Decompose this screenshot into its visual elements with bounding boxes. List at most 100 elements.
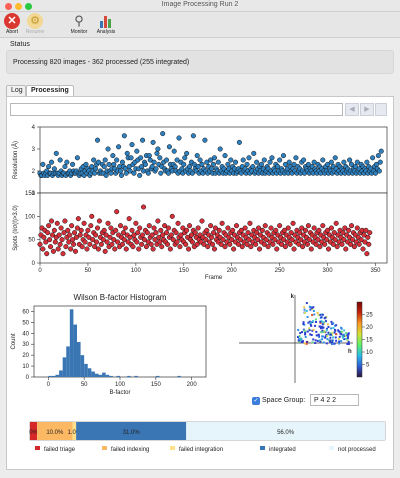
status-section-label: Status	[10, 41, 30, 48]
data-point	[197, 157, 203, 163]
data-point	[144, 230, 150, 236]
heatmap-cell	[304, 335, 307, 338]
data-point	[79, 244, 85, 250]
heatmap-cell	[305, 341, 308, 344]
x-tick-label: 250	[275, 268, 286, 274]
data-point	[269, 155, 275, 161]
status-box: Processing 820 images - 362 processed (2…	[6, 50, 394, 74]
heatmap-cell	[337, 337, 340, 340]
tab-processing[interactable]: Processing	[26, 85, 74, 96]
data-point	[134, 239, 140, 245]
analysis-button[interactable]: Analysis	[93, 13, 119, 35]
data-point	[121, 133, 127, 139]
histogram-bar	[77, 342, 81, 377]
data-point	[320, 223, 326, 229]
heatmap-cell	[340, 330, 343, 333]
data-point	[204, 159, 210, 165]
data-point	[293, 155, 299, 161]
data-point	[297, 230, 303, 236]
data-point	[117, 223, 124, 229]
data-point	[68, 246, 74, 252]
data-point	[181, 161, 187, 167]
heatmap-cell	[319, 331, 322, 334]
heatmap-cell	[346, 339, 349, 342]
heatmap-cell	[315, 334, 318, 337]
monitor-button[interactable]: ⚲ Monitor	[66, 13, 92, 35]
data-point	[94, 225, 101, 231]
heatmap-cell	[316, 339, 319, 342]
data-point	[220, 237, 226, 243]
data-point	[151, 159, 157, 165]
heatmap-cell	[305, 302, 308, 305]
data-point	[116, 144, 122, 150]
data-point	[158, 170, 164, 176]
data-point	[92, 244, 98, 250]
data-point	[88, 223, 94, 229]
data-point	[270, 241, 276, 247]
heatmap-cell	[332, 336, 335, 339]
minimize-window-icon[interactable]	[15, 3, 22, 10]
heatmap-cell	[308, 305, 311, 308]
tab-log[interactable]: Log	[6, 85, 26, 96]
data-point	[203, 237, 209, 243]
data-point	[348, 223, 355, 229]
resume-button[interactable]: ⚙ Resume	[24, 13, 46, 35]
data-point	[95, 159, 102, 165]
data-point	[186, 246, 192, 252]
data-point	[63, 244, 69, 250]
abort-button[interactable]: ✕ Abort	[2, 13, 22, 35]
data-point	[82, 239, 88, 245]
data-point	[204, 227, 210, 233]
heatmap-cell	[308, 329, 311, 332]
data-point	[370, 155, 376, 161]
space-group-checkbox[interactable]: ✓	[252, 397, 260, 405]
data-point	[70, 161, 76, 167]
heatmap-cell	[340, 327, 343, 330]
data-point	[209, 234, 215, 240]
zoom-window-icon[interactable]	[25, 3, 32, 10]
histogram-y-tick-label: 60	[22, 309, 29, 315]
heatmap-cell	[347, 341, 350, 344]
data-point	[210, 230, 217, 236]
data-point	[358, 237, 364, 243]
data-point	[121, 237, 127, 243]
data-point	[115, 239, 121, 245]
data-point	[361, 232, 367, 238]
data-point	[183, 241, 189, 247]
data-point	[138, 155, 144, 161]
data-point	[194, 241, 200, 247]
data-point	[101, 227, 107, 233]
data-point	[352, 164, 358, 170]
histogram-bar	[69, 309, 74, 377]
data-point	[171, 148, 177, 154]
previous-frame-button[interactable]: ◀	[345, 103, 359, 116]
data-point	[173, 230, 179, 236]
frame-filter-input[interactable]	[10, 103, 343, 116]
heatmap-cell	[323, 331, 326, 334]
last-frame-button[interactable]	[375, 103, 387, 116]
close-window-icon[interactable]	[5, 3, 12, 10]
legend-label: failed indexing	[111, 447, 149, 453]
next-frame-button[interactable]: ▶	[360, 103, 374, 116]
data-point	[282, 161, 288, 167]
heatmap-cell	[322, 341, 325, 344]
data-point	[356, 241, 362, 247]
histogram-bar	[73, 324, 77, 377]
heatmap-cell	[343, 335, 346, 338]
heatmap-cell	[331, 342, 334, 345]
data-point	[231, 246, 237, 252]
data-point	[54, 220, 60, 226]
data-point	[351, 244, 357, 250]
data-point	[119, 159, 125, 165]
data-point	[188, 232, 195, 238]
space-group-input[interactable]: P 4 2 2	[310, 394, 359, 406]
data-point	[325, 246, 332, 252]
heatmap-cell	[309, 308, 312, 311]
data-point	[302, 227, 309, 233]
heatmap-cell	[309, 321, 312, 324]
heatmap-cell	[321, 326, 324, 329]
data-point	[70, 241, 77, 247]
data-point	[340, 230, 346, 236]
legend-swatch	[35, 446, 40, 450]
heatmap-cell	[318, 339, 321, 342]
